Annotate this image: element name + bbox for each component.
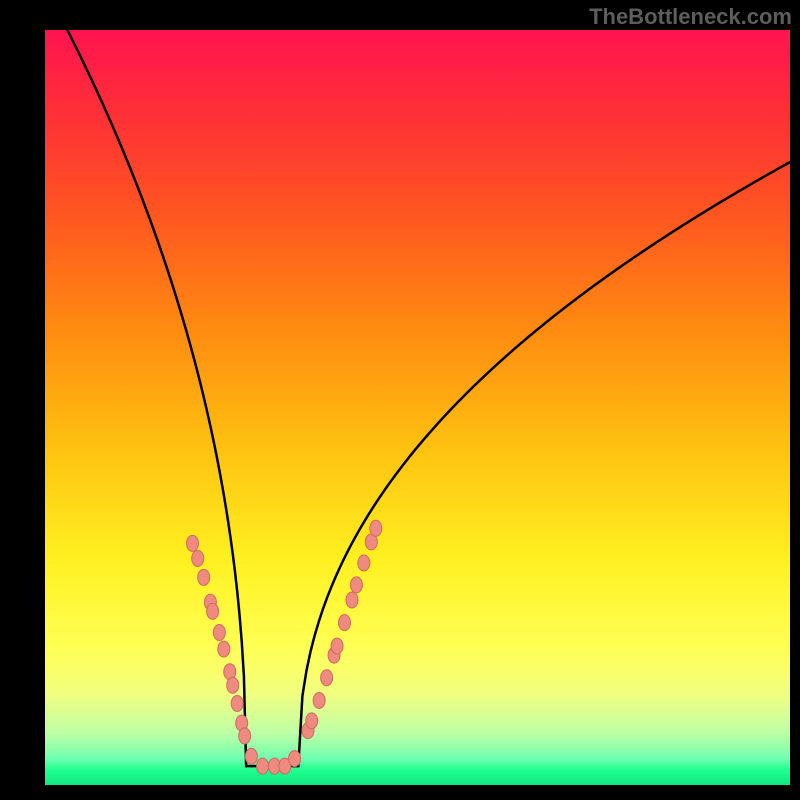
bottleneck-chart	[45, 30, 790, 785]
chart-container: TheBottleneck.com	[0, 0, 800, 800]
plot-area	[45, 30, 790, 785]
watermark-text: TheBottleneck.com	[589, 4, 792, 30]
